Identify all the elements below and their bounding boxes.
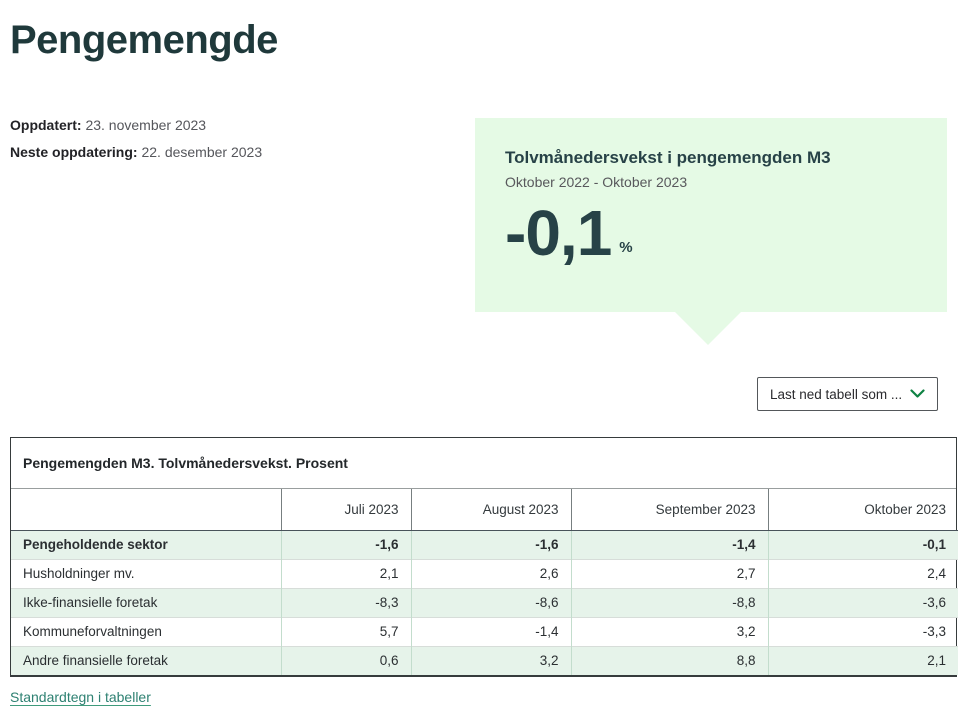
updated-value: 23. november 2023 xyxy=(85,117,207,133)
table-caption: Pengemengden M3. Tolvmånedersvekst. Pros… xyxy=(11,438,956,489)
cell-value: -1,4 xyxy=(570,530,768,559)
table-row: Andre finansielle foretak 0,6 3,2 8,8 2,1 xyxy=(11,645,958,675)
key-figure-number: -0,1 xyxy=(505,197,612,269)
cell-value: 3,2 xyxy=(410,645,571,675)
cell-value: 2,6 xyxy=(410,558,571,588)
speech-bubble-tail xyxy=(675,312,741,345)
key-figure-period: Oktober 2022 - Oktober 2023 xyxy=(505,174,688,190)
cell-value: -8,6 xyxy=(410,587,571,617)
next-update-line: Neste oppdatering: 22. desember 2023 xyxy=(10,144,262,160)
table-header-row: Juli 2023 August 2023 September 2023 Okt… xyxy=(11,489,958,531)
row-label: Andre finansielle foretak xyxy=(11,645,281,675)
cell-value: -8,8 xyxy=(570,587,768,617)
row-label: Ikke-finansielle foretak xyxy=(11,587,281,617)
cell-value: 2,1 xyxy=(767,645,958,675)
download-table-select[interactable]: Last ned tabell som ... xyxy=(757,377,938,411)
page-title: Pengemengde xyxy=(10,18,278,62)
row-label: Husholdninger mv. xyxy=(11,558,281,588)
key-figure-title: Tolvmånedersvekst i pengemengden M3 xyxy=(505,148,831,167)
key-figure-value: -0,1 % xyxy=(505,197,917,269)
cell-value: 3,2 xyxy=(570,616,768,646)
chevron-down-icon xyxy=(910,387,925,402)
table-body: Pengeholdende sektor -1,6 -1,6 -1,4 -0,1 Hush… xyxy=(11,530,958,675)
cell-value: -8,3 xyxy=(280,587,411,617)
cell-value: 0,6 xyxy=(280,645,411,675)
cell-value: 8,8 xyxy=(570,645,768,675)
updated-line: Oppdatert: 23. november 2023 xyxy=(10,117,206,133)
download-table-label: Last ned tabell som ... xyxy=(770,386,903,402)
cell-value: -0,1 xyxy=(767,530,958,559)
cell-value: 5,7 xyxy=(280,616,411,646)
column-header: August 2023 xyxy=(410,489,571,531)
next-update-label: Neste oppdatering: xyxy=(10,144,138,160)
updated-label: Oppdatert: xyxy=(10,117,82,133)
table-row: Kommuneforvaltningen 5,7 -1,4 3,2 -3,3 xyxy=(11,616,958,646)
cell-value: 2,4 xyxy=(767,558,958,588)
data-table: Juli 2023 August 2023 September 2023 Okt… xyxy=(11,489,958,675)
cell-value: -1,6 xyxy=(280,530,411,559)
row-label: Pengeholdende sektor xyxy=(11,530,281,559)
statistics-table: Pengemengden M3. Tolvmånedersvekst. Pros… xyxy=(10,437,958,677)
next-update-value: 22. desember 2023 xyxy=(141,144,263,160)
column-header: Oktober 2023 xyxy=(767,489,958,531)
cell-value: 2,1 xyxy=(280,558,411,588)
standardtegn-link[interactable]: Standardtegn i tabeller xyxy=(10,689,151,705)
column-header: Juli 2023 xyxy=(280,489,411,531)
table-row: Ikke-finansielle foretak -8,3 -8,6 -8,8 -3,6 xyxy=(11,587,958,617)
table-row: Pengeholdende sektor -1,6 -1,6 -1,4 -0,1 xyxy=(11,530,958,559)
cell-value: -1,4 xyxy=(410,616,571,646)
table-row: Husholdninger mv. 2,1 2,6 2,7 2,4 xyxy=(11,558,958,588)
key-figure-card: Tolvmånedersvekst i pengemengden M3 Okto… xyxy=(475,118,947,345)
cell-value: -3,6 xyxy=(767,587,958,617)
cell-value: -1,6 xyxy=(410,530,571,559)
percent-sign: % xyxy=(619,238,633,256)
cell-value: 2,7 xyxy=(570,558,768,588)
row-label: Kommuneforvaltningen xyxy=(11,616,281,646)
cell-value: -3,3 xyxy=(767,616,958,646)
corner-header xyxy=(11,489,281,531)
column-header: September 2023 xyxy=(570,489,768,531)
